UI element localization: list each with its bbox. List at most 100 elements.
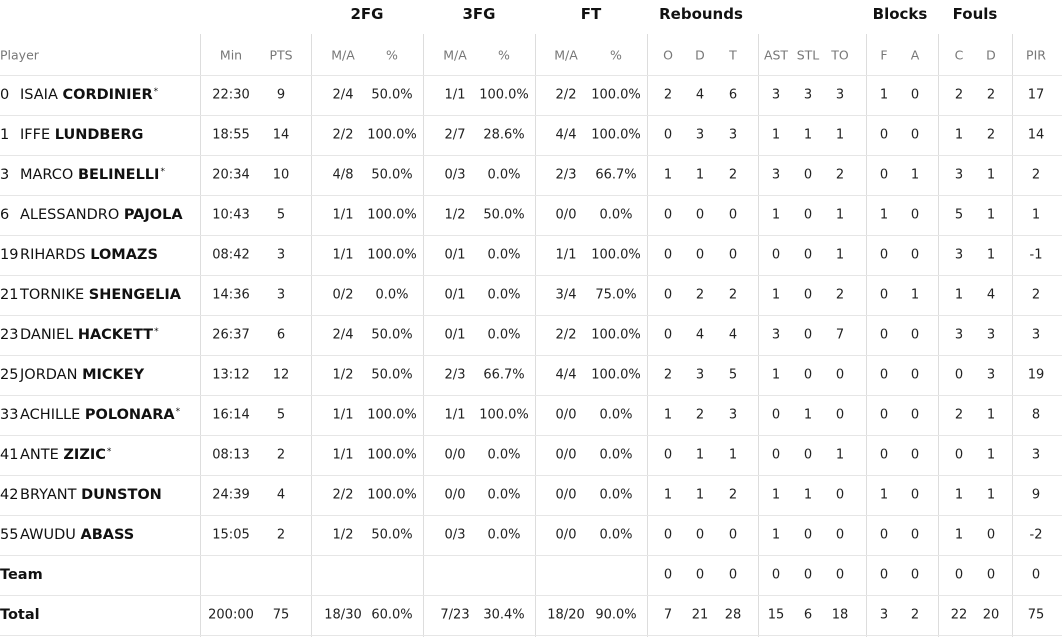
stat-cell: 14:36: [212, 287, 250, 303]
stat-cell: 4/4: [555, 127, 577, 143]
stat-cell: 7: [663, 607, 673, 623]
stat-cell: 1: [986, 167, 996, 183]
stat-cell: 0: [879, 407, 889, 423]
stat-cell: 2/2: [555, 87, 577, 103]
first-name: ANTE: [20, 447, 59, 463]
stat-cell: 2: [663, 367, 673, 383]
stat-cell: 0: [803, 327, 813, 343]
stat-cell: 12: [272, 367, 290, 383]
stat-cell: 20:34: [212, 167, 250, 183]
stat-cell: 3: [954, 247, 964, 263]
column-header: Min: [219, 47, 243, 63]
stat-cell: 0: [910, 367, 920, 383]
team-label: Team: [0, 567, 43, 583]
player-name: 19 RIHARDS LOMAZS: [0, 247, 158, 263]
stat-cell: 14: [1027, 127, 1045, 143]
stat-cell: 1: [910, 287, 920, 303]
stat-cell: 2/4: [332, 327, 354, 343]
stat-cell: 0: [879, 447, 889, 463]
stat-cell: 0.0%: [487, 167, 521, 183]
player-number: 19: [0, 247, 19, 263]
stat-cell: 2/4: [332, 87, 354, 103]
stat-cell: 28: [724, 607, 742, 623]
stat-cell: 6: [728, 87, 738, 103]
stat-cell: 0: [835, 487, 845, 503]
first-name: ISAIA: [20, 87, 58, 103]
stat-cell: 0: [910, 207, 920, 223]
stat-cell: 0/2: [332, 287, 354, 303]
stat-cell: 100.0%: [591, 127, 641, 143]
stat-cell: 60.0%: [371, 607, 413, 623]
stat-cell: 0/3: [444, 527, 466, 543]
stat-cell: 0: [910, 407, 920, 423]
stat-cell: 0: [910, 87, 920, 103]
first-name: IFFE: [20, 127, 51, 143]
stat-cell: 0: [695, 207, 705, 223]
stat-cell: 0: [910, 447, 920, 463]
stat-cell: 10:43: [212, 207, 250, 223]
stat-cell: 50.0%: [371, 367, 413, 383]
stat-cell: 2: [835, 287, 845, 303]
stat-cell: 50.0%: [483, 207, 525, 223]
stat-cell: 10: [272, 167, 290, 183]
last-name: BELINELLI: [77, 167, 160, 183]
stat-cell: 08:13: [212, 447, 250, 463]
stat-cell: 3: [728, 407, 738, 423]
stat-cell: 0.0%: [487, 447, 521, 463]
stat-cell: 18:55: [212, 127, 250, 143]
stat-cell: 1: [803, 407, 813, 423]
stat-cell: 17: [1027, 87, 1045, 103]
stat-cell: 2: [728, 487, 738, 503]
stat-cell: 0: [954, 367, 964, 383]
first-name: MARCO: [20, 167, 74, 183]
last-name: SHENGELIA: [88, 287, 182, 303]
stat-cell: 0/1: [444, 327, 466, 343]
stat-cell: 1: [771, 127, 781, 143]
stat-cell: 2/3: [444, 367, 466, 383]
stat-cell: 0/1: [444, 287, 466, 303]
stat-cell: 1/1: [332, 407, 354, 423]
stat-cell: 1/1: [332, 247, 354, 263]
player-name: 33 ACHILLE POLONARA*: [0, 407, 180, 423]
stat-cell: 0.0%: [599, 407, 633, 423]
stat-cell: 0: [954, 447, 964, 463]
column-separator: [423, 34, 424, 637]
stat-cell: 0/3: [444, 167, 466, 183]
stat-cell: 0: [879, 167, 889, 183]
row-separator: [0, 435, 1062, 436]
stat-cell: 1/2: [332, 527, 354, 543]
row-separator: [0, 115, 1062, 116]
stat-cell: 1: [803, 487, 813, 503]
stat-cell: 1/2: [444, 207, 466, 223]
stat-cell: 0: [1031, 567, 1041, 583]
last-name: CORDINIER: [62, 87, 153, 103]
column-header: A: [910, 47, 920, 63]
starter-mark: *: [106, 447, 112, 457]
player-number: 33: [0, 407, 19, 423]
column-header: C: [954, 47, 964, 63]
stat-cell: 1: [954, 287, 964, 303]
row-separator: [0, 235, 1062, 236]
stat-cell: 2: [1031, 287, 1041, 303]
column-header: %: [610, 47, 622, 63]
stat-cell: 1: [771, 367, 781, 383]
stat-cell: 0: [835, 407, 845, 423]
first-name: ACHILLE: [20, 407, 81, 423]
column-header: M/A: [554, 47, 578, 63]
column-separator: [1012, 34, 1013, 637]
stat-cell: 0: [879, 247, 889, 263]
row-separator: [0, 155, 1062, 156]
group-header: FT: [580, 5, 602, 23]
column-separator: [535, 34, 536, 637]
player-number: 23: [0, 327, 19, 343]
stat-cell: 90.0%: [595, 607, 637, 623]
stat-cell: 1/2: [332, 367, 354, 383]
stat-cell: 28.6%: [483, 127, 525, 143]
column-header: O: [663, 47, 673, 63]
stat-cell: 2: [728, 167, 738, 183]
stat-cell: 2: [954, 87, 964, 103]
stat-cell: 3: [986, 367, 996, 383]
stat-cell: 100.0%: [367, 407, 417, 423]
stat-cell: 1: [835, 447, 845, 463]
stat-cell: 14: [272, 127, 290, 143]
